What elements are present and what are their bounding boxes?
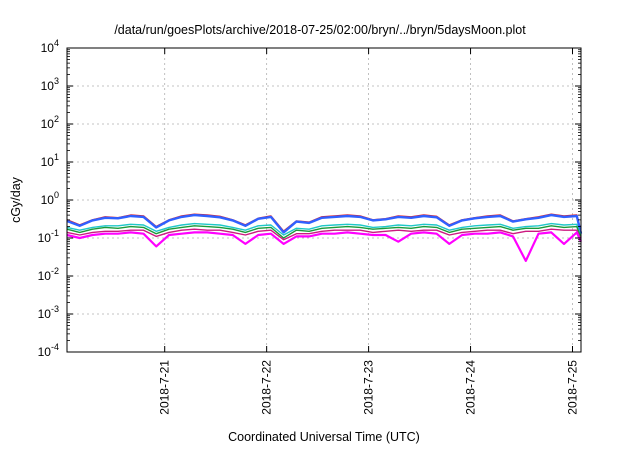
series-layer (66, 213, 583, 262)
x-tick-label: 2018-7-25 (566, 360, 580, 415)
series-line (66, 213, 583, 234)
y-axis-label: cGy/day (9, 176, 23, 223)
y-tick-label: 103 (41, 76, 59, 93)
y-tick-label: 10-1 (38, 228, 59, 245)
series-line (66, 225, 582, 239)
y-tick-label: 10-2 (38, 266, 59, 283)
grid (67, 48, 581, 352)
x-axis-label: Coordinated Universal Time (UTC) (228, 430, 420, 444)
series-line (66, 222, 582, 237)
y-tick-label: 104 (41, 38, 59, 55)
x-tick-label: 2018-7-23 (362, 360, 376, 415)
x-axis-ticks: 2018-7-21 2018-7-22 2018-7-23 2018-7-24 2018… (158, 48, 580, 415)
series-line (66, 231, 583, 262)
y-tick-label: 100 (41, 190, 59, 207)
y-tick-label: 101 (41, 152, 59, 169)
y-tick-label: 102 (41, 114, 59, 131)
x-tick-label: 2018-7-22 (260, 360, 274, 415)
x-tick-label: 2018-7-24 (464, 360, 478, 415)
chart-title: /data/run/goesPlots/archive/2018-07-25/0… (114, 23, 526, 37)
y-axis-ticks: 10-4 10-3 10-2 10-1 100 101 102 103 104 (38, 38, 581, 359)
series-line (66, 228, 582, 241)
y-tick-label: 10-3 (38, 304, 59, 321)
y-tick-label: 10-4 (38, 342, 59, 359)
x-tick-label: 2018-7-21 (158, 360, 172, 415)
